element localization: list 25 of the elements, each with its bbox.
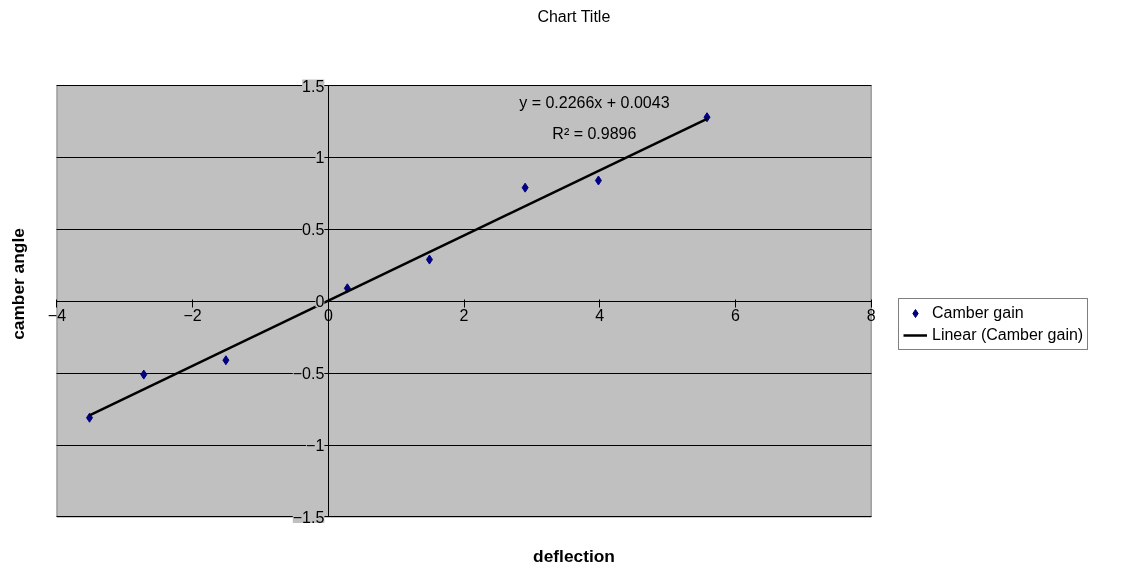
legend-label: Linear (Camber gain) xyxy=(932,326,1084,344)
point xyxy=(521,182,529,193)
y-tick-label: 1.5 xyxy=(302,77,325,95)
point xyxy=(140,369,148,380)
x-axis-title: deflection xyxy=(533,545,615,566)
point xyxy=(222,355,230,366)
annotation: R² = 0.9896 xyxy=(552,124,637,142)
legend-label: Camber gain xyxy=(932,304,1024,322)
x-tick-label: 4 xyxy=(595,307,605,325)
x-tick-label: 8 xyxy=(866,307,876,325)
x-tick-label: 6 xyxy=(731,307,741,325)
y-tick-label: −1 xyxy=(306,437,325,455)
x-tick-label: −2 xyxy=(183,307,202,325)
chart-title: Chart Title xyxy=(537,7,611,25)
y-axis-title: camber angle xyxy=(7,227,28,340)
point xyxy=(425,254,433,265)
y-tick-label: −1.5 xyxy=(292,508,325,526)
y-tick-label: 0 xyxy=(315,293,325,311)
y-tick-label: −0.5 xyxy=(292,365,325,383)
annotation: y = 0.2266x + 0.0043 xyxy=(519,94,670,112)
point xyxy=(594,175,602,186)
y-tick-label: 1 xyxy=(315,149,325,167)
x-tick-label: 2 xyxy=(459,307,469,325)
y-tick-label: 0.5 xyxy=(302,221,325,239)
x-tick-label: −4 xyxy=(47,307,67,325)
